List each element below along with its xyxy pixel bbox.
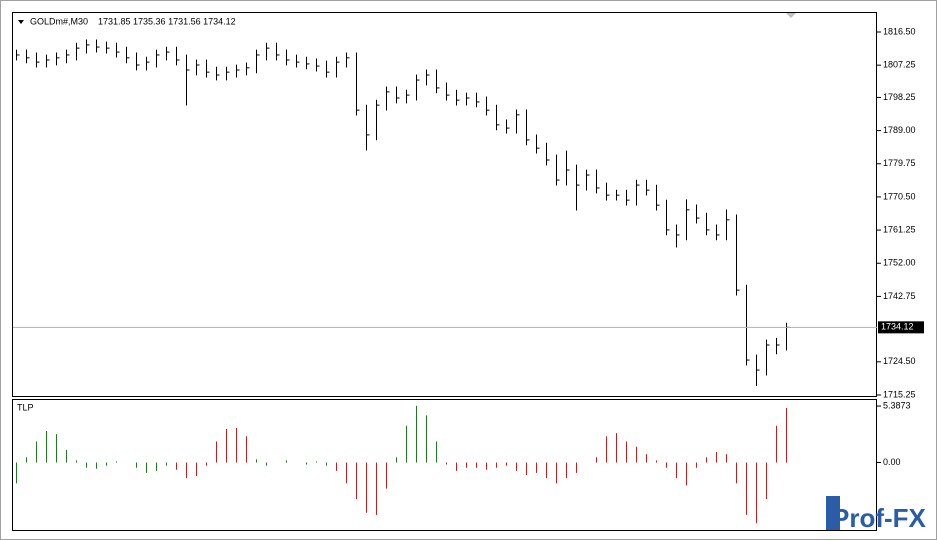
symbol-title: GOLDm#,M30 bbox=[30, 16, 88, 26]
logo-bar bbox=[826, 496, 840, 530]
logo: Prof-FX bbox=[826, 496, 927, 533]
sub-panel bbox=[12, 399, 877, 531]
ohlc-header: 1731.85 1735.36 1731.56 1734.12 bbox=[98, 16, 236, 26]
price-label: 1734.12 bbox=[881, 322, 914, 332]
y-tick-label: 1779.75 bbox=[883, 158, 916, 168]
y-tick-label: 1798.25 bbox=[883, 92, 916, 102]
shift-marker bbox=[786, 13, 796, 18]
y-tick-label: 1789.00 bbox=[883, 125, 916, 135]
y-tick-label: 1752.00 bbox=[883, 258, 916, 268]
main-panel bbox=[12, 12, 877, 397]
y-tick-label: 0.00 bbox=[883, 457, 901, 467]
y-tick-label: 1724.50 bbox=[883, 356, 916, 366]
y-tick-label: 1816.50 bbox=[883, 26, 916, 36]
y-tick-label: 5.3873 bbox=[883, 400, 911, 410]
indicator-title: TLP bbox=[17, 402, 34, 412]
menu-arrow[interactable] bbox=[18, 20, 24, 24]
y-tick-label: 1761.25 bbox=[883, 224, 916, 234]
price-label-box bbox=[878, 321, 924, 334]
y-tick-label: 1715.25 bbox=[883, 389, 916, 399]
y-tick-label: 1807.25 bbox=[883, 60, 916, 70]
y-tick-label: 1742.75 bbox=[883, 291, 916, 301]
y-tick-label: 1770.50 bbox=[883, 191, 916, 201]
logo-text: Prof-FX bbox=[832, 503, 927, 533]
